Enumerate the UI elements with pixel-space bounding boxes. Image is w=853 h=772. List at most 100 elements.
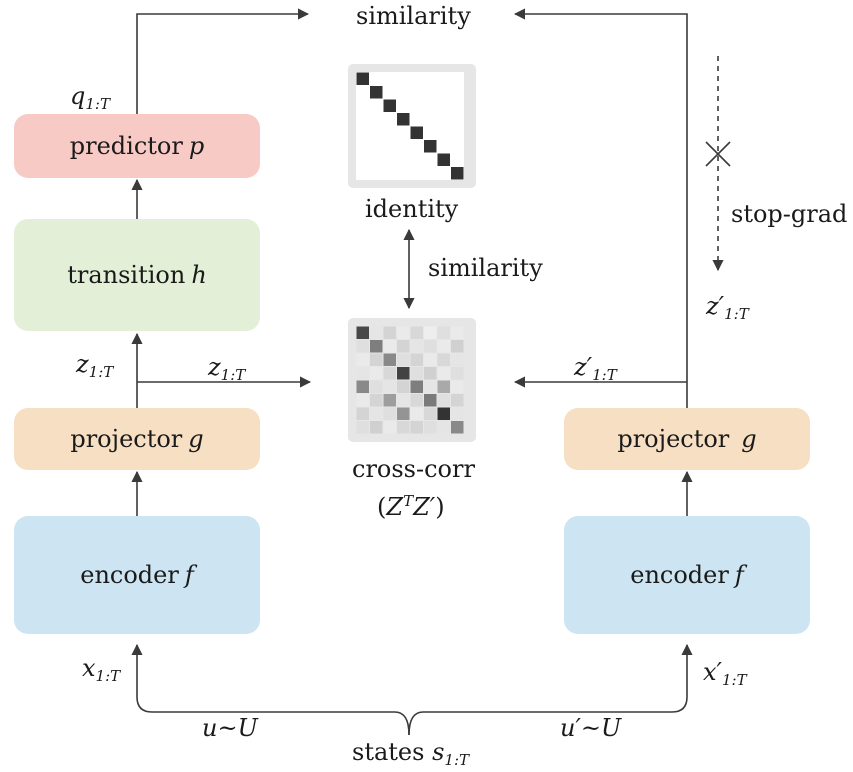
crosscorr-cell xyxy=(356,326,369,339)
identity-diagonal-cell xyxy=(370,86,383,99)
crosscorr-cell xyxy=(451,367,464,380)
transition-name: transition xyxy=(67,261,186,289)
states-label: states s1:T xyxy=(352,738,470,769)
top-similarity-label: similarity xyxy=(356,2,471,30)
aug-label-right: u′~U xyxy=(560,714,622,742)
identity-diagonal-cell xyxy=(356,72,369,85)
identity-diagonal-cell xyxy=(410,126,423,139)
crosscorr-cell xyxy=(410,367,423,380)
transition-box: transition h xyxy=(14,219,260,331)
encoder-box-left: encoder f xyxy=(14,516,260,634)
projector-box-right: projector g xyxy=(564,408,810,470)
crosscorr-cell xyxy=(410,353,423,366)
predictor-name: predictor xyxy=(69,132,183,160)
aug-label-left: u~U xyxy=(202,714,258,742)
crosscorr-cell xyxy=(424,326,437,339)
encoder-box-right: encoder f xyxy=(564,516,810,634)
crosscorr-cell xyxy=(383,380,396,393)
stop-grad-cross-b xyxy=(705,141,731,167)
encoder-name-left: encoder xyxy=(80,561,179,589)
crosscorr-cell xyxy=(397,380,410,393)
crosscorr-cell xyxy=(437,380,450,393)
identity-diagonal-cell xyxy=(424,140,437,153)
identity-label: identity xyxy=(365,195,459,223)
mid-similarity-label: similarity xyxy=(428,254,543,282)
crosscorr-cell xyxy=(383,326,396,339)
crosscorr-cell xyxy=(451,326,464,339)
crosscorr-cell xyxy=(397,407,410,420)
identity-diagonal-cell xyxy=(397,113,410,126)
crosscorr-matrix xyxy=(348,318,476,442)
identity-matrix xyxy=(348,64,476,188)
crosscorr-cell xyxy=(410,326,423,339)
crosscorr-cell xyxy=(356,394,369,407)
crosscorr-cell xyxy=(410,421,423,434)
crosscorr-cell xyxy=(370,367,383,380)
crosscorr-cell xyxy=(383,407,396,420)
crosscorr-cell xyxy=(356,367,369,380)
crosscorr-cell xyxy=(397,340,410,353)
crosscorr-cell xyxy=(451,340,464,353)
crosscorr-cell xyxy=(424,394,437,407)
identity-diagonal-cell xyxy=(383,99,396,112)
bottom-brace-left xyxy=(131,643,410,736)
projector-box-left: projector g xyxy=(14,408,260,470)
crosscorr-cell xyxy=(437,326,450,339)
crosscorr-cell xyxy=(356,421,369,434)
crosscorr-cell xyxy=(424,421,437,434)
crosscorr-cell xyxy=(397,394,410,407)
q-label: q1:T xyxy=(70,82,110,113)
crosscorr-cell xyxy=(383,353,396,366)
crosscorr-cell xyxy=(356,340,369,353)
crosscorr-cell xyxy=(424,407,437,420)
crosscorr-cell xyxy=(383,394,396,407)
z-label-left: z1:T xyxy=(76,350,114,381)
crosscorr-cell xyxy=(451,394,464,407)
predictor-box: predictor p xyxy=(14,114,260,178)
crosscorr-cell xyxy=(437,394,450,407)
projector-symbol-left: g xyxy=(188,425,204,453)
projector-symbol-right: g xyxy=(741,425,757,453)
projector-name-left: projector xyxy=(70,425,183,453)
crosscorr-cell xyxy=(437,421,450,434)
transition-symbol: h xyxy=(191,261,207,289)
z-arrow-label: z1:T xyxy=(208,353,246,384)
zprime-stop-label: z′1:T xyxy=(706,292,749,323)
crosscorr-cell xyxy=(437,353,450,366)
crosscorr-formula: (ZTZ′) xyxy=(377,492,445,521)
crosscorr-cell xyxy=(397,367,410,380)
x-label-right: x′1:T xyxy=(703,658,747,689)
crosscorr-cell xyxy=(397,421,410,434)
arrow-target-to-similarity xyxy=(513,8,688,408)
crosscorr-cell xyxy=(437,367,450,380)
crosscorr-cell xyxy=(370,353,383,366)
crosscorr-matrix-cells xyxy=(356,326,464,434)
crosscorr-cell xyxy=(410,394,423,407)
crosscorr-cell xyxy=(424,340,437,353)
crosscorr-cell xyxy=(356,380,369,393)
crosscorr-cell xyxy=(356,353,369,366)
zprime-arrow-label: z′1:T xyxy=(574,353,617,384)
bottom-brace-right xyxy=(408,643,693,736)
stop-grad-label: stop-grad xyxy=(731,200,848,228)
crosscorr-cell xyxy=(397,353,410,366)
crosscorr-cell xyxy=(370,421,383,434)
encoder-symbol-right: f xyxy=(734,561,744,589)
crosscorr-cell xyxy=(451,353,464,366)
crosscorr-cell xyxy=(437,340,450,353)
identity-diagonal-cell xyxy=(437,153,450,166)
crosscorr-cell xyxy=(383,340,396,353)
crosscorr-cell xyxy=(410,340,423,353)
x-label-left: x1:T xyxy=(82,654,121,685)
crosscorr-label: cross-corr xyxy=(352,455,475,483)
predictor-symbol: p xyxy=(188,132,205,160)
identity-matrix-cells xyxy=(356,72,464,180)
crosscorr-cell xyxy=(383,367,396,380)
crosscorr-cell xyxy=(451,421,464,434)
crosscorr-cell xyxy=(370,394,383,407)
encoder-name-right: encoder xyxy=(630,561,729,589)
crosscorr-cell xyxy=(451,380,464,393)
projector-name-right: projector xyxy=(617,425,730,453)
